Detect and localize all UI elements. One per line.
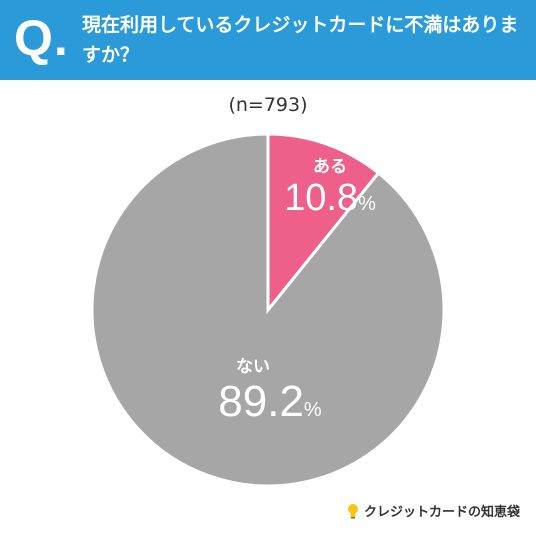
slice-label-no: ない 89.2% bbox=[190, 352, 350, 427]
slice-label-yes: ある 10.8% bbox=[270, 152, 390, 220]
pie-slice-no bbox=[90, 132, 446, 488]
pie-slice-yes bbox=[266, 132, 381, 315]
source-credit: クレジットカードの知恵袋 bbox=[346, 501, 520, 520]
question-mark: Q. bbox=[14, 10, 69, 66]
slice-name-yes: ある bbox=[313, 157, 347, 177]
sample-size: (n=793) bbox=[228, 94, 308, 116]
slice-unit-no: % bbox=[303, 399, 322, 421]
slice-value-no: 89.2 bbox=[218, 377, 304, 426]
lightbulb-icon bbox=[347, 503, 358, 518]
slice-unit-yes: % bbox=[358, 193, 376, 215]
slice-value-yes: 10.8 bbox=[284, 177, 359, 219]
question-header: Q. 現在利用しているクレジットカードに不満はありますか？ bbox=[0, 0, 536, 80]
slice-name-no: ない bbox=[236, 357, 270, 377]
question-text: 現在利用しているクレジットカードに不満はありますか？ bbox=[82, 14, 519, 66]
source-text: クレジットカードの知恵袋 bbox=[363, 505, 520, 520]
